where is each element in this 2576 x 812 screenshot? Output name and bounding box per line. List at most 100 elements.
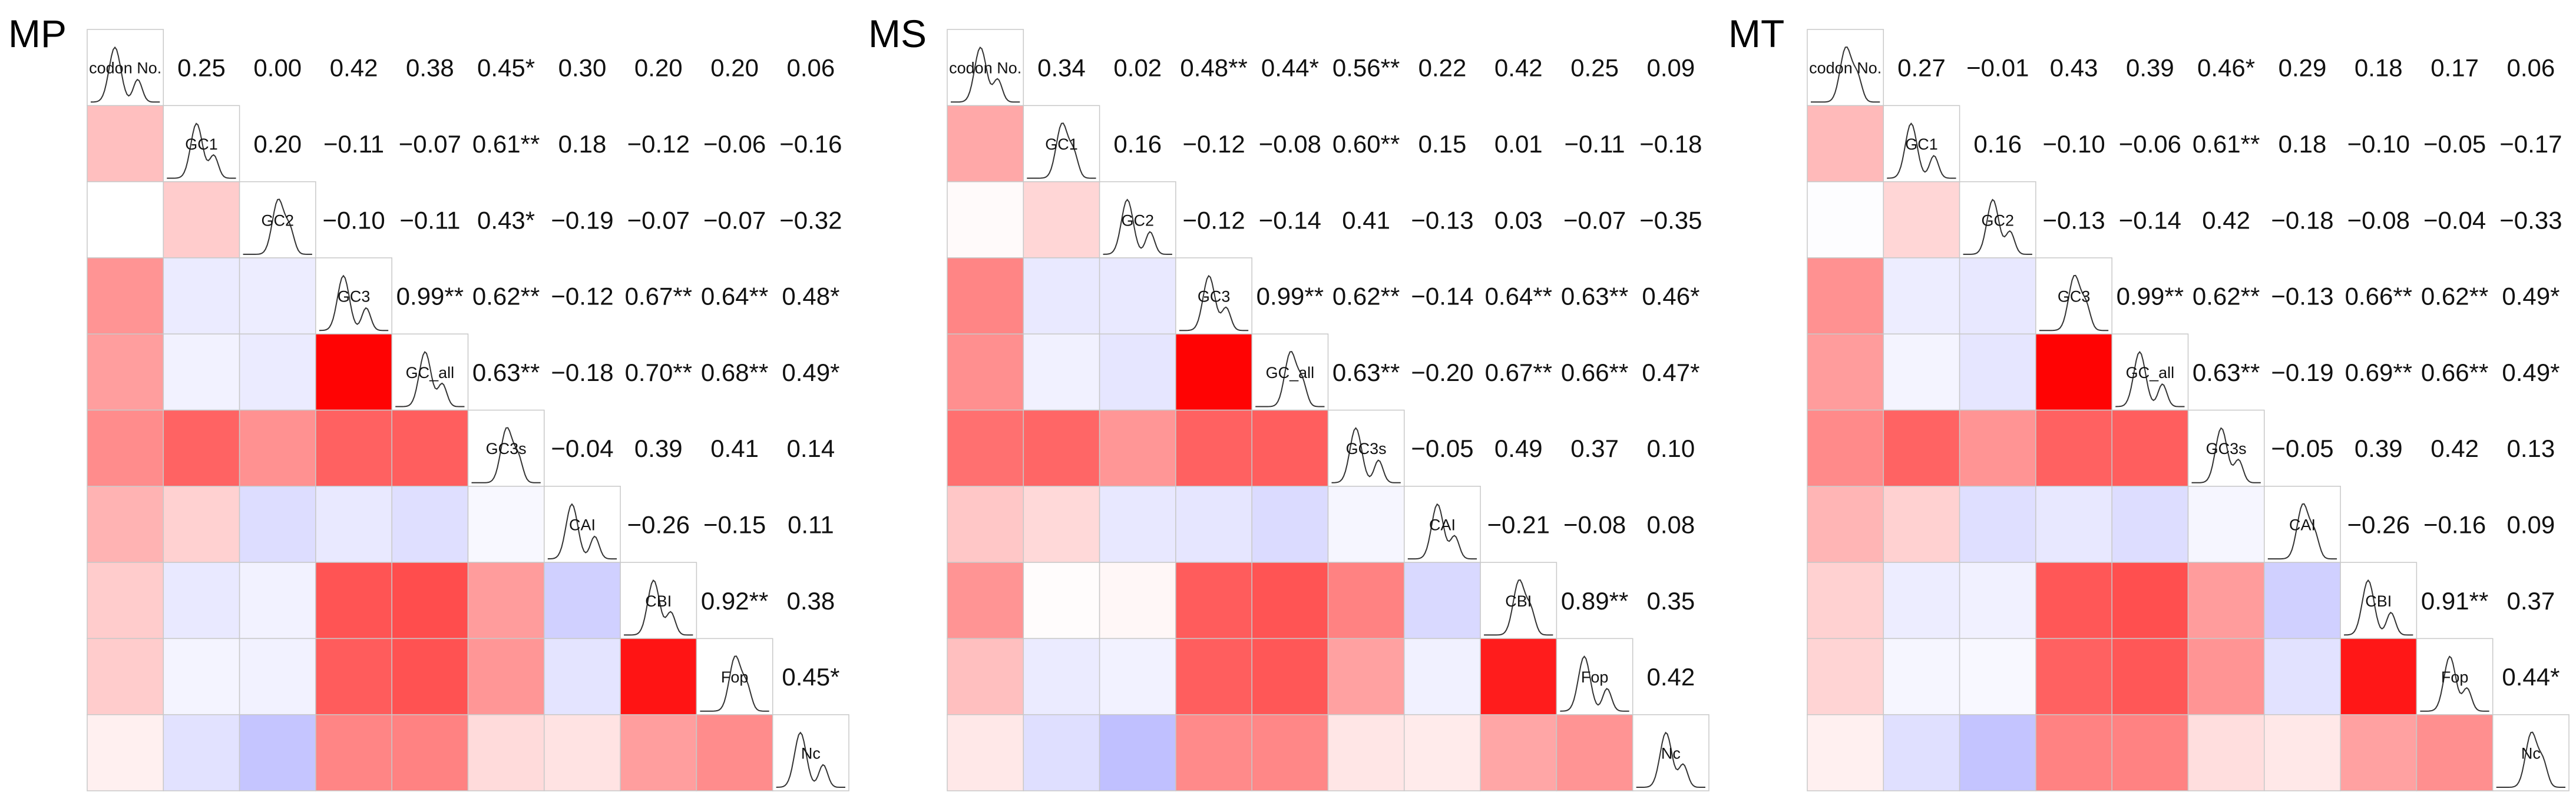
diagonal-cell-8 <box>2416 638 2494 715</box>
heatmap-cell-9-7 <box>2340 714 2418 791</box>
coefficient-label-2-3: −0.10 <box>322 206 385 234</box>
density-curve-5 <box>2191 427 2261 483</box>
panel-mp: MP codon No. 0.25 0.00 0.42 0.38 0.45* 0.30 0.2… <box>8 12 849 791</box>
coefficient-label-2-9: −0.32 <box>779 206 842 234</box>
coefficient-label-0-8: 0.20 <box>710 54 759 82</box>
diagonal-cell-3 <box>2035 257 2112 334</box>
density-curve-2 <box>1103 198 1172 255</box>
diagonal-cell-7 <box>620 562 697 639</box>
heatmap-cell-4-0 <box>947 333 1024 411</box>
variable-label-5: GC3s <box>486 440 527 458</box>
heatmap-cell-9-7 <box>1480 714 1557 791</box>
heatmap-cell-7-5 <box>467 562 545 639</box>
diagonal-cell-3 <box>315 257 392 334</box>
heatmap-cell-7-2 <box>1959 562 2036 639</box>
heatmap-cell-5-2 <box>1099 409 1176 487</box>
variable-label-5: GC3s <box>1346 440 1387 458</box>
heatmap-cell-7-0 <box>87 562 164 639</box>
heatmap-cell-9-2 <box>1959 714 2036 791</box>
density-curve-1 <box>1887 122 1956 179</box>
heatmap-cell-9-1 <box>163 714 240 791</box>
heatmap-cell-3-1 <box>163 257 240 334</box>
panel-mt: MT codon No. 0.27 −0.01 0.43 0.39 0.46* 0.29 0.… <box>1728 12 2570 791</box>
variable-label-8: Fop <box>1581 668 1609 686</box>
coefficient-label-4-5: 0.63** <box>472 359 540 386</box>
heatmap-cell-5-4 <box>1251 409 1329 487</box>
variable-label-4: GC_all <box>1266 364 1315 382</box>
variable-label-8: Fop <box>2441 668 2469 686</box>
density-curve-1 <box>1027 122 1096 179</box>
heatmap-cell-3-2 <box>1959 257 2036 334</box>
coefficient-label-4-9: 0.47* <box>1642 359 1699 386</box>
heatmap-cell-6-1 <box>1023 486 1100 563</box>
heatmap-cell-6-4 <box>1251 486 1329 563</box>
coefficient-label-0-3: 0.48** <box>1180 54 1247 82</box>
heatmap-cell-9-3 <box>1175 714 1252 791</box>
heatmap-cell-6-3 <box>1175 486 1252 563</box>
variable-label-3: GC3 <box>338 288 371 306</box>
heatmap-cell-7-4 <box>391 562 469 639</box>
heatmap-cell-8-4 <box>391 638 469 715</box>
variable-label-8: Fop <box>721 668 749 686</box>
coefficient-label-3-7: 0.66** <box>2345 283 2412 310</box>
coefficient-label-1-6: 0.18 <box>558 130 607 158</box>
coefficient-label-0-9: 0.06 <box>2507 54 2555 82</box>
heatmap-cell-6-3 <box>2035 486 2112 563</box>
coefficient-label-4-7: 0.70** <box>625 359 692 386</box>
coefficient-label-8-9: 0.44* <box>2502 663 2560 691</box>
heatmap-cell-8-0 <box>947 638 1024 715</box>
heatmap-cell-9-5 <box>467 714 545 791</box>
heatmap-cell-7-4 <box>2111 562 2189 639</box>
heatmap-cell-5-4 <box>391 409 469 487</box>
coefficient-label-2-3: −0.12 <box>1182 206 1245 234</box>
coefficient-label-4-8: 0.68** <box>701 359 768 386</box>
diagonal-cell-8 <box>1556 638 1633 715</box>
coefficient-label-1-8: −0.06 <box>703 130 766 158</box>
heatmap-cell-1-0 <box>947 105 1024 183</box>
variable-label-0: codon No. <box>1809 59 1881 77</box>
heatmap-cell-5-0 <box>947 409 1024 487</box>
heatmap-cell-4-3 <box>2035 333 2112 411</box>
coefficient-label-4-5: 0.63** <box>1332 359 1400 386</box>
coefficient-label-3-5: 0.62** <box>1332 283 1400 310</box>
coefficient-label-2-7: 0.03 <box>1494 206 1543 234</box>
heatmap-cell-7-1 <box>163 562 240 639</box>
coefficient-label-2-6: −0.19 <box>551 206 613 234</box>
density-curve-4 <box>1255 351 1325 407</box>
diagonal-cell-2 <box>1959 181 2036 258</box>
density-curve-2 <box>1963 198 2032 255</box>
heatmap-cell-9-8 <box>2416 714 2494 791</box>
coefficient-label-2-5: 0.41 <box>1342 206 1390 234</box>
variable-label-2: GC2 <box>1122 211 1155 229</box>
coefficient-label-0-2: 0.02 <box>1113 54 1162 82</box>
heatmap-cell-9-4 <box>391 714 469 791</box>
coefficient-label-6-8: −0.08 <box>1563 511 1626 539</box>
coefficient-label-1-6: 0.15 <box>1418 130 1467 158</box>
heatmap-cell-8-4 <box>1251 638 1329 715</box>
coefficient-label-5-6: −0.05 <box>1411 435 1473 462</box>
coefficient-label-1-3: −0.10 <box>2042 130 2105 158</box>
heatmap-cell-7-6 <box>1404 562 1481 639</box>
coefficient-label-0-9: 0.06 <box>787 54 835 82</box>
coefficient-label-0-4: 0.39 <box>2126 54 2174 82</box>
heatmap-cell-8-0 <box>87 638 164 715</box>
coefficient-label-4-6: −0.20 <box>1411 359 1473 386</box>
heatmap-cell-5-3 <box>2035 409 2112 487</box>
heatmap-cell-6-4 <box>391 486 469 563</box>
coefficient-label-0-7: 0.20 <box>634 54 683 82</box>
coefficient-label-7-8: 0.92** <box>701 587 768 615</box>
variable-label-7: CBI <box>1505 592 1532 610</box>
coefficient-label-5-9: 0.14 <box>787 435 835 462</box>
heatmap-cell-8-2 <box>239 638 316 715</box>
coefficient-label-5-6: −0.04 <box>551 435 613 462</box>
heatmap-cell-6-1 <box>1883 486 1960 563</box>
heatmap-cell-7-1 <box>1023 562 1100 639</box>
coefficient-label-2-4: −0.14 <box>1259 206 1321 234</box>
coefficient-label-8-9: 0.45* <box>782 663 839 691</box>
coefficient-label-1-4: −0.07 <box>399 130 461 158</box>
density-curve-8 <box>2420 655 2489 712</box>
coefficient-label-0-6: 0.30 <box>558 54 607 82</box>
heatmap-cell-6-4 <box>2111 486 2189 563</box>
density-curve-2 <box>243 198 312 255</box>
coefficient-label-2-9: −0.35 <box>1639 206 1702 234</box>
